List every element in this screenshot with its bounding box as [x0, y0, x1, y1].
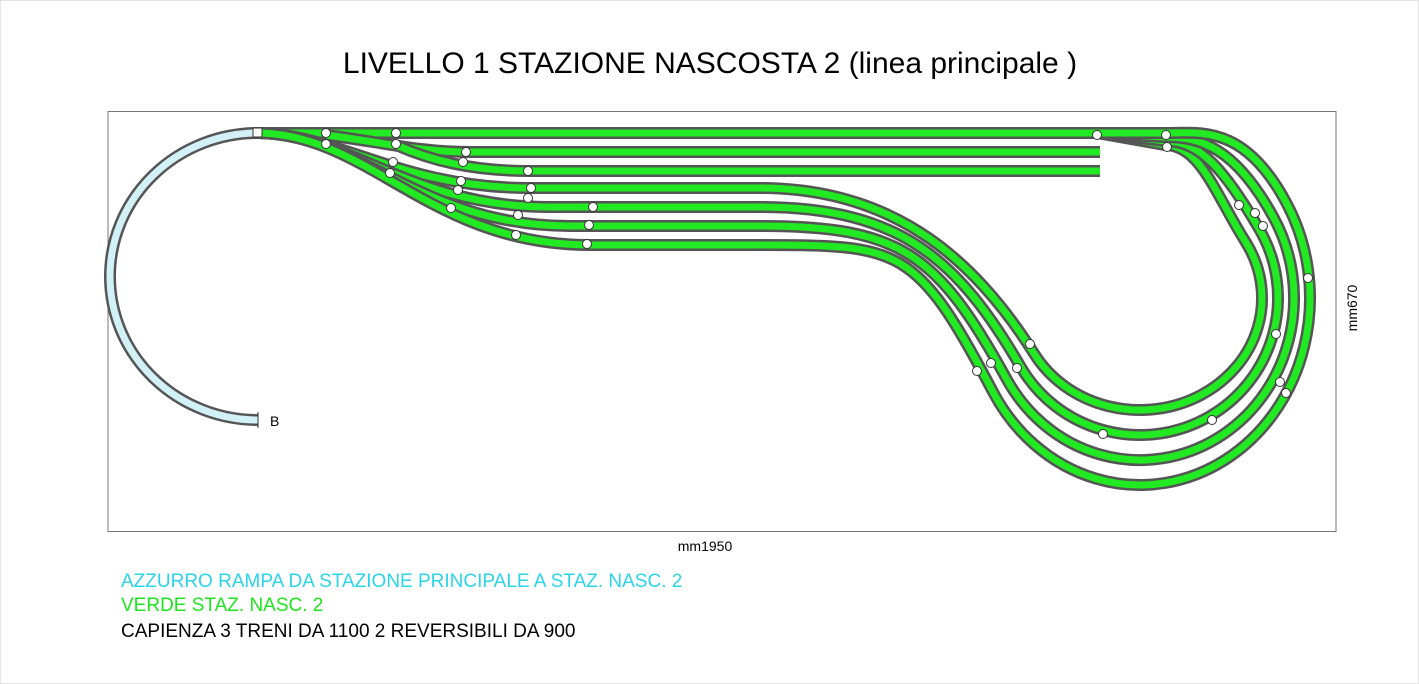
endpoint-label: B [270, 413, 279, 429]
junction [388, 157, 398, 167]
junction [1207, 415, 1217, 425]
junction [453, 185, 463, 195]
junction [972, 366, 982, 376]
junction [321, 139, 331, 149]
junction [1161, 130, 1171, 140]
junction [1250, 208, 1260, 218]
junction [1012, 363, 1022, 373]
junction [588, 202, 598, 212]
track-rail [257, 129, 1298, 464]
legend-capacity: CAPIENZA 3 TRENI DA 1100 2 REVERSIBILI D… [121, 621, 575, 642]
junction [526, 183, 536, 193]
junctions [252, 127, 1313, 439]
junction [1234, 200, 1244, 210]
junction [458, 157, 468, 167]
width-label: mm1950 [678, 538, 733, 554]
junction [1275, 377, 1285, 387]
junction [1271, 329, 1281, 339]
junction [391, 139, 401, 149]
title: LIVELLO 1 STAZIONE NASCOSTA 2 (linea pri… [343, 47, 1077, 80]
track-end [252, 127, 263, 138]
junction [1303, 273, 1313, 283]
junction [446, 203, 456, 213]
junction [1162, 142, 1172, 152]
board-outline [107, 111, 1337, 532]
junction [391, 128, 401, 138]
legend-ramp: AZZURRO RAMPA DA STAZIONE PRINCIPALE A S… [121, 571, 682, 592]
track-rail [257, 129, 1314, 490]
legend-station: VERDE STAZ. NASC. 2 [121, 595, 323, 616]
junction [321, 128, 331, 138]
junction [1098, 429, 1108, 439]
junction [1281, 388, 1291, 398]
tracks [104, 126, 1317, 492]
junction [1025, 339, 1035, 349]
track-rail [106, 129, 259, 424]
junction [385, 168, 395, 178]
junction [584, 220, 594, 230]
junction [513, 210, 523, 220]
junction [456, 176, 466, 186]
junction [461, 147, 471, 157]
height-label: mm670 [1344, 284, 1360, 331]
junction [523, 193, 533, 203]
junction [511, 230, 521, 240]
track-rail [257, 129, 1266, 414]
track-rail [257, 129, 1282, 440]
junction [1092, 130, 1102, 140]
junction [523, 166, 533, 176]
junction [986, 358, 996, 368]
junction [1258, 221, 1268, 231]
junction [582, 239, 592, 249]
